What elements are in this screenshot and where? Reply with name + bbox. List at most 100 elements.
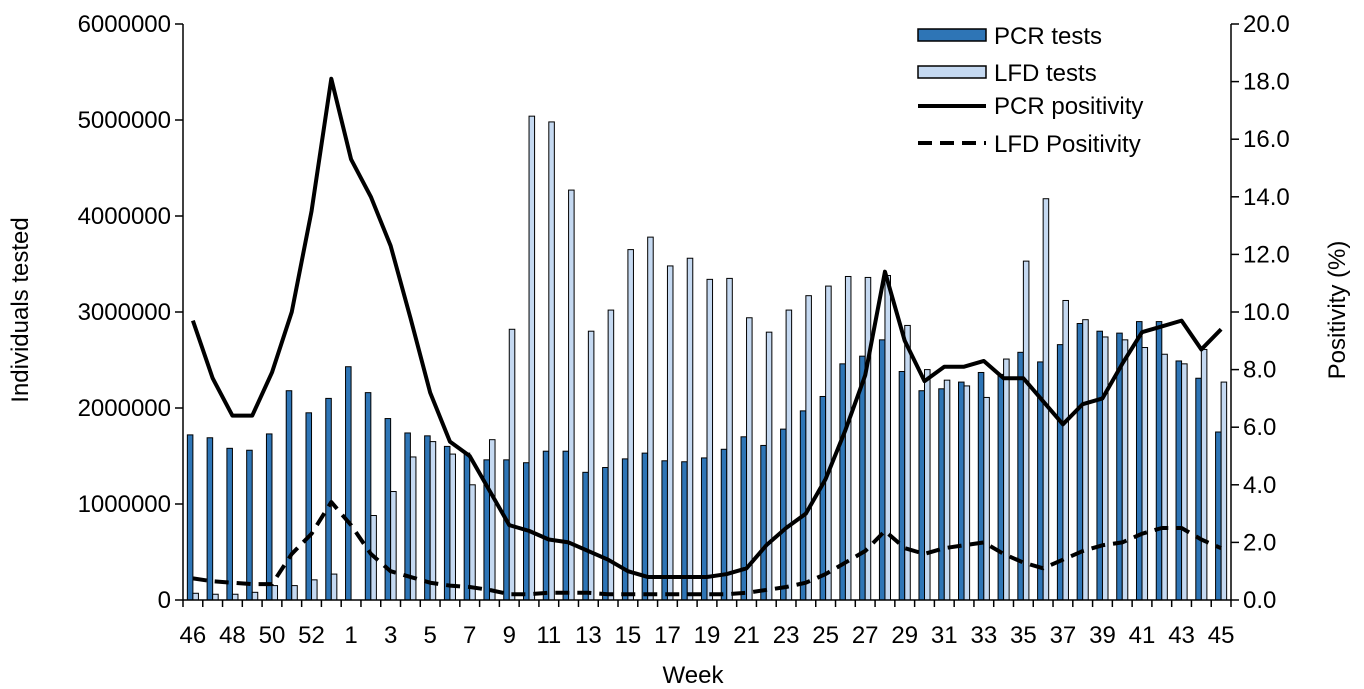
- bar-pcr-tests: [661, 460, 668, 601]
- x-tick-label: 23: [773, 622, 800, 649]
- x-tick-label: 52: [298, 622, 325, 649]
- y-axis-title: Individuals tested: [7, 217, 34, 402]
- y-tick-label: 2000000: [78, 395, 171, 422]
- bar-lfd-tests: [666, 265, 674, 601]
- x-tick-label: 13: [575, 622, 602, 649]
- bar-lfd-tests: [330, 573, 338, 601]
- legend-label-pcr-positivity: PCR positivity: [994, 93, 1143, 120]
- x-tick-label: 3: [384, 622, 397, 649]
- bar-pcr-tests: [186, 434, 194, 601]
- line-pcr-positivity: [190, 76, 1223, 579]
- bar-pcr-tests: [1195, 377, 1202, 601]
- y-tick-label: 6000000: [78, 11, 171, 38]
- bar-lfd-tests: [231, 593, 239, 601]
- bar-lfd-tests: [627, 249, 634, 601]
- bar-lfd-tests: [904, 324, 911, 601]
- bar-lfd-tests: [528, 115, 536, 601]
- bar-lfd-tests: [429, 441, 437, 601]
- ticks-layer: 0 1000000 2000000 3000000 4000000 5000000 6000…: [78, 11, 1290, 649]
- bar-lfd-tests: [726, 277, 733, 601]
- bar-pcr-tests: [285, 390, 293, 601]
- y2-tick-label: 4.0: [1243, 472, 1276, 499]
- legend: PCR tests LFD tests PCR positivity LFD P…: [917, 23, 1143, 158]
- bar-pcr-tests: [1215, 431, 1222, 601]
- bar-pcr-tests: [424, 435, 431, 601]
- bar-lfd-tests: [192, 592, 199, 601]
- bars-layer: [186, 115, 1228, 601]
- bar-lfd-tests: [548, 121, 555, 601]
- x-tick-label: 7: [463, 622, 476, 649]
- lines-layer: [190, 76, 1223, 597]
- bar-lfd-tests: [746, 317, 753, 601]
- y-tick-label: 1000000: [78, 491, 171, 518]
- x-tick-label: 48: [219, 622, 246, 649]
- y-tick-label: 5000000: [78, 107, 171, 134]
- bar-lfd-tests: [983, 396, 990, 601]
- y2-tick-label: 6.0: [1243, 414, 1276, 441]
- bar-pcr-tests: [760, 444, 767, 601]
- x-tick-label: 45: [1208, 622, 1235, 649]
- x-tick-label: 43: [1168, 622, 1195, 649]
- bar-pcr-tests: [1155, 321, 1163, 601]
- bar-lfd-tests: [1101, 336, 1109, 601]
- bar-lfd-tests: [647, 236, 654, 601]
- bar-lfd-tests: [390, 491, 397, 601]
- bar-pcr-tests: [364, 392, 372, 601]
- bar-lfd-tests: [765, 331, 773, 601]
- bar-lfd-tests: [212, 593, 219, 601]
- bar-lfd-tests: [825, 285, 832, 601]
- x-tick-label: 41: [1129, 622, 1156, 649]
- bar-pcr-tests: [1076, 323, 1084, 601]
- bar-pcr-tests: [226, 447, 233, 601]
- bar-lfd-tests: [1220, 381, 1228, 601]
- x-tick-label: 9: [503, 622, 516, 649]
- y2-tick-label: 18.0: [1243, 69, 1290, 96]
- x-tick-label: 46: [180, 622, 207, 649]
- bar-lfd-tests: [1121, 339, 1129, 601]
- bar-pcr-tests: [503, 459, 510, 601]
- bar-lfd-tests: [488, 439, 496, 601]
- bar-lfd-tests: [785, 309, 793, 601]
- bar-lfd-tests: [1003, 358, 1010, 601]
- x-tick-label: 50: [259, 622, 286, 649]
- bar-lfd-tests: [587, 330, 595, 601]
- bar-pcr-tests: [325, 397, 332, 601]
- bar-pcr-tests: [958, 381, 965, 601]
- bar-pcr-tests: [681, 461, 688, 601]
- bar-lfd-tests: [943, 379, 951, 601]
- bar-pcr-tests: [1096, 330, 1103, 601]
- bar-lfd-tests: [963, 385, 971, 601]
- bar-lfd-tests: [1141, 347, 1149, 601]
- bar-lfd-tests: [311, 579, 318, 601]
- x-tick-label: 29: [891, 622, 918, 649]
- x-tick-label: 31: [931, 622, 958, 649]
- bar-pcr-tests: [938, 388, 945, 601]
- bar-lfd-tests: [568, 189, 575, 601]
- bar-lfd-tests: [607, 309, 615, 601]
- bar-lfd-tests: [1082, 319, 1089, 601]
- bar-pcr-tests: [1175, 360, 1183, 601]
- y2-tick-label: 12.0: [1243, 241, 1290, 268]
- x-axis-title: Week: [663, 662, 725, 689]
- x-tick-label: 15: [615, 622, 642, 649]
- x-tick-label: 25: [812, 622, 839, 649]
- bar-pcr-tests: [997, 373, 1005, 601]
- bar-lfd-tests: [884, 275, 892, 601]
- y-tick-label: 0: [158, 587, 171, 614]
- x-tick-label: 39: [1089, 622, 1116, 649]
- bar-lfd-tests: [271, 585, 279, 601]
- legend-label-lfd-tests: LFD tests: [994, 60, 1097, 87]
- bar-lfd-tests: [706, 278, 714, 601]
- y2-tick-label: 14.0: [1243, 184, 1290, 211]
- bar-pcr-tests: [246, 449, 253, 601]
- bar-lfd-tests: [291, 585, 298, 601]
- bar-pcr-tests: [206, 437, 214, 601]
- bar-lfd-tests: [1062, 299, 1069, 601]
- legend-swatch-pcr-tests: [917, 28, 987, 42]
- bar-pcr-tests: [878, 339, 886, 601]
- bar-lfd-tests: [508, 328, 516, 601]
- bar-pcr-tests: [799, 410, 807, 601]
- y2-tick-label: 16.0: [1243, 126, 1290, 153]
- bar-pcr-tests: [345, 366, 352, 601]
- bar-lfd-tests: [805, 295, 812, 601]
